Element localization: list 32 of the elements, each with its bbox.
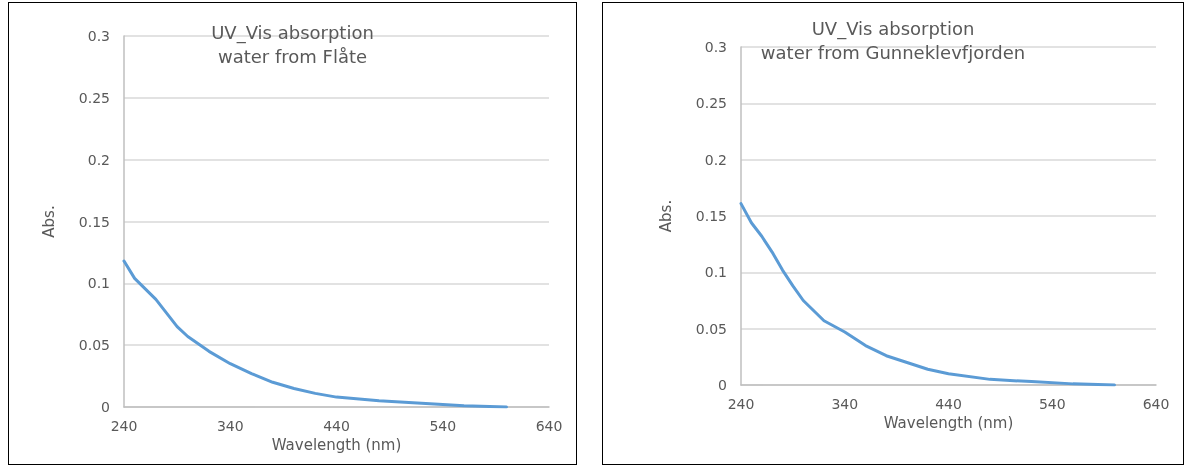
y-tick-label: 0.15 (78, 213, 110, 230)
y-tick-label: 0.05 (695, 320, 727, 337)
y-tick-label: 0.15 (695, 208, 727, 224)
line-series (122, 259, 508, 409)
x-tick-label: 440 (935, 396, 962, 412)
x-tick-label: 540 (1038, 396, 1066, 412)
y-tick-label: 0.3 (87, 28, 110, 44)
y-tick-label: 0.25 (695, 95, 727, 112)
y-tick-label: 0 (101, 399, 110, 415)
y-tick-label: 0.05 (78, 337, 110, 354)
x-tick-label: 540 (429, 418, 457, 434)
x-tick-label: 340 (216, 418, 244, 434)
x-tick-label: 640 (535, 418, 563, 434)
x-tick-label: 340 (831, 396, 859, 412)
y-tick-label: 0.1 (704, 264, 727, 281)
chart-title: UV_Vis absorption water from Flåte (211, 21, 374, 67)
x-axis-title: Wavelength (nm) (883, 414, 1014, 433)
y-tick-label: 0.3 (704, 39, 727, 55)
y-tick-label: 0 (718, 377, 727, 393)
x-tick-label: 440 (323, 418, 350, 434)
x-axis-title: Wavelength (nm) (271, 436, 402, 455)
y-tick-label: 0.2 (87, 151, 110, 168)
y-axis-title: Abs. (39, 205, 58, 238)
y-tick-label: 0.1 (87, 275, 110, 292)
x-tick-label: 240 (727, 396, 755, 412)
x-tick-label: 240 (110, 418, 138, 434)
line-series (739, 202, 1116, 387)
y-tick-label: 0.25 (78, 89, 110, 106)
y-tick-label: 0.2 (704, 151, 727, 168)
x-tick-label: 640 (1142, 396, 1170, 412)
y-axis-title: Abs. (656, 199, 675, 233)
chart-title: UV_Vis absorption water from Gunneklevfjorden (760, 17, 1026, 63)
